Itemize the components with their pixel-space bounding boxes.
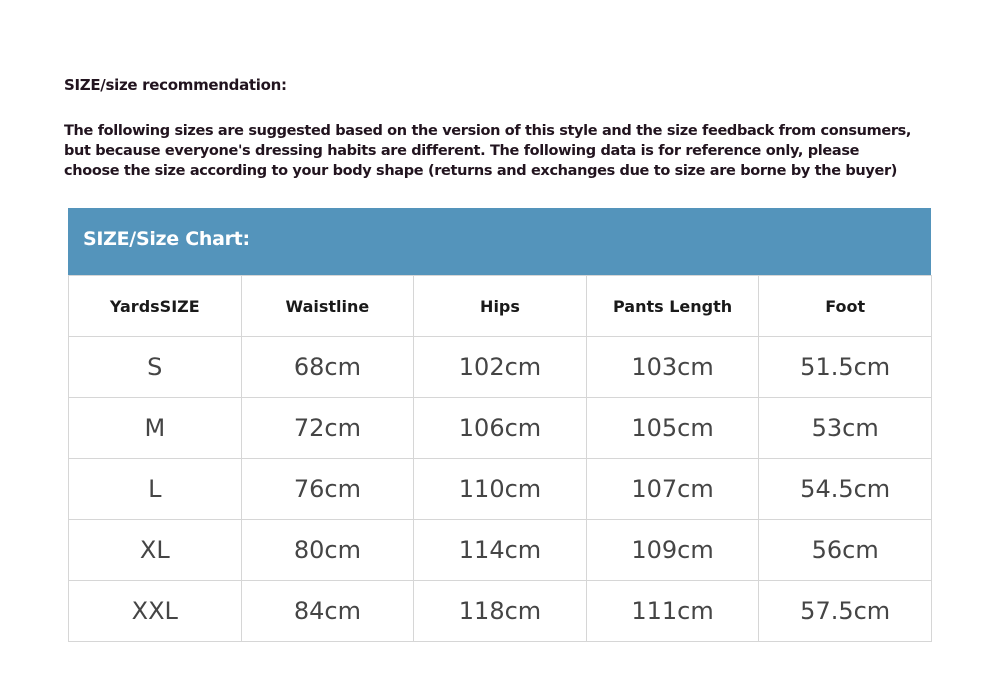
measurement-cell: 106cm [413, 397, 587, 459]
measurement-cell: 76cm [240, 458, 415, 520]
table-row: L 76cm 110cm 107cm 54.5cm [68, 458, 932, 520]
measurement-cell: 111cm [585, 580, 760, 642]
column-header: Hips [413, 275, 587, 337]
table-row: S 68cm 102cm 103cm 51.5cm [68, 336, 932, 398]
table-header-row: YardsSIZE Waistline Hips Pants Length Fo… [68, 275, 932, 337]
measurement-cell: 51.5cm [758, 336, 932, 398]
size-cell: XL [68, 519, 242, 581]
measurement-cell: 80cm [240, 519, 415, 581]
measurement-cell: 114cm [413, 519, 587, 581]
measurement-cell: 103cm [585, 336, 760, 398]
size-chart-title: SIZE/Size Chart: [83, 228, 250, 250]
size-chart-header: SIZE/Size Chart: [68, 208, 931, 275]
measurement-cell: 84cm [240, 580, 415, 642]
page-title: SIZE/size recommendation: [64, 76, 287, 94]
size-cell: M [68, 397, 242, 459]
measurement-cell: 105cm [585, 397, 760, 459]
measurement-cell: 54.5cm [758, 458, 932, 520]
measurement-cell: 68cm [240, 336, 415, 398]
measurement-cell: 110cm [413, 458, 587, 520]
table-row: M 72cm 106cm 105cm 53cm [68, 397, 932, 459]
measurement-cell: 72cm [240, 397, 415, 459]
intro-line: The following sizes are suggested based … [64, 123, 912, 139]
measurement-cell: 107cm [585, 458, 760, 520]
size-cell: S [68, 336, 242, 398]
intro-line: choose the size according to your body s… [64, 163, 898, 179]
intro-paragraph: The following sizes are suggested based … [64, 121, 964, 181]
table-row: XXL 84cm 118cm 111cm 57.5cm [68, 580, 932, 642]
intro-line: but because everyone's dressing habits a… [64, 143, 860, 159]
measurement-cell: 53cm [758, 397, 932, 459]
size-chart-table: YardsSIZE Waistline Hips Pants Length Fo… [68, 275, 932, 642]
measurement-cell: 102cm [413, 336, 587, 398]
table-row: XL 80cm 114cm 109cm 56cm [68, 519, 932, 581]
column-header: Pants Length [585, 275, 760, 337]
measurement-cell: 56cm [758, 519, 932, 581]
measurement-cell: 109cm [585, 519, 760, 581]
size-cell: L [68, 458, 242, 520]
size-cell: XXL [68, 580, 242, 642]
measurement-cell: 118cm [413, 580, 587, 642]
column-header: Waistline [240, 275, 415, 337]
measurement-cell: 57.5cm [758, 580, 932, 642]
column-header: Foot [758, 275, 932, 337]
column-header: YardsSIZE [68, 275, 242, 337]
